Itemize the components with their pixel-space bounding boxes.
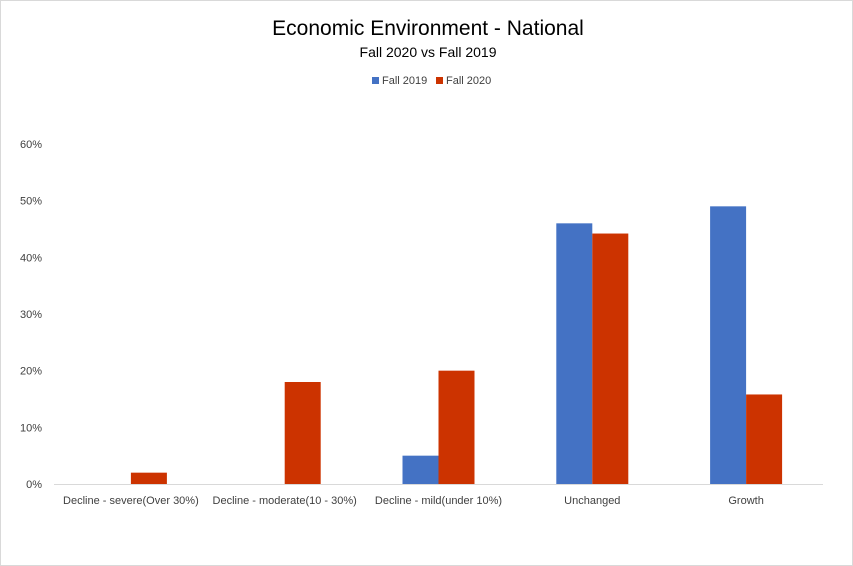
legend-label-0: Fall 2019 [382,75,427,87]
y-tick-label: 0% [26,479,42,491]
y-tick-label: 10% [20,422,42,434]
legend: Fall 2019 Fall 2020 [372,75,491,87]
y-tick-label: 40% [20,252,42,264]
y-tick-label: 50% [20,196,42,208]
bar-3-0 [556,223,593,485]
x-category-label: Decline - severe(Over 30%) [63,495,199,507]
x-category-label: Decline - moderate(10 - 30%) [213,495,357,507]
y-tick-label: 20% [20,366,42,378]
bar-2-0 [402,455,439,484]
bar-4-1 [746,394,783,484]
y-tick-label: 30% [20,309,42,321]
bar-4-0 [710,206,747,485]
legend-swatch-0 [372,77,379,84]
x-category-label: Growth [728,495,763,507]
x-category-label: Decline - mild(under 10%) [375,495,502,507]
bar-1-1 [284,382,321,484]
y-tick-label: 60% [20,139,42,151]
legend-label-1: Fall 2020 [446,75,491,87]
x-axis-labels: Decline - severe(Over 30%) Decline - mode… [63,495,764,507]
x-category-label: Unchanged [564,495,620,507]
chart-subtitle: Fall 2020 vs Fall 2019 [360,44,497,60]
legend-swatch-1 [436,77,443,84]
bar-3-1 [592,233,629,484]
chart-title: Economic Environment - National [272,17,584,40]
y-axis-ticks: 0% 10% 20% 30% 40% 50% 60% [20,139,42,491]
bars [130,206,783,485]
bar-0-1 [130,472,167,484]
bar-2-1 [438,370,475,484]
